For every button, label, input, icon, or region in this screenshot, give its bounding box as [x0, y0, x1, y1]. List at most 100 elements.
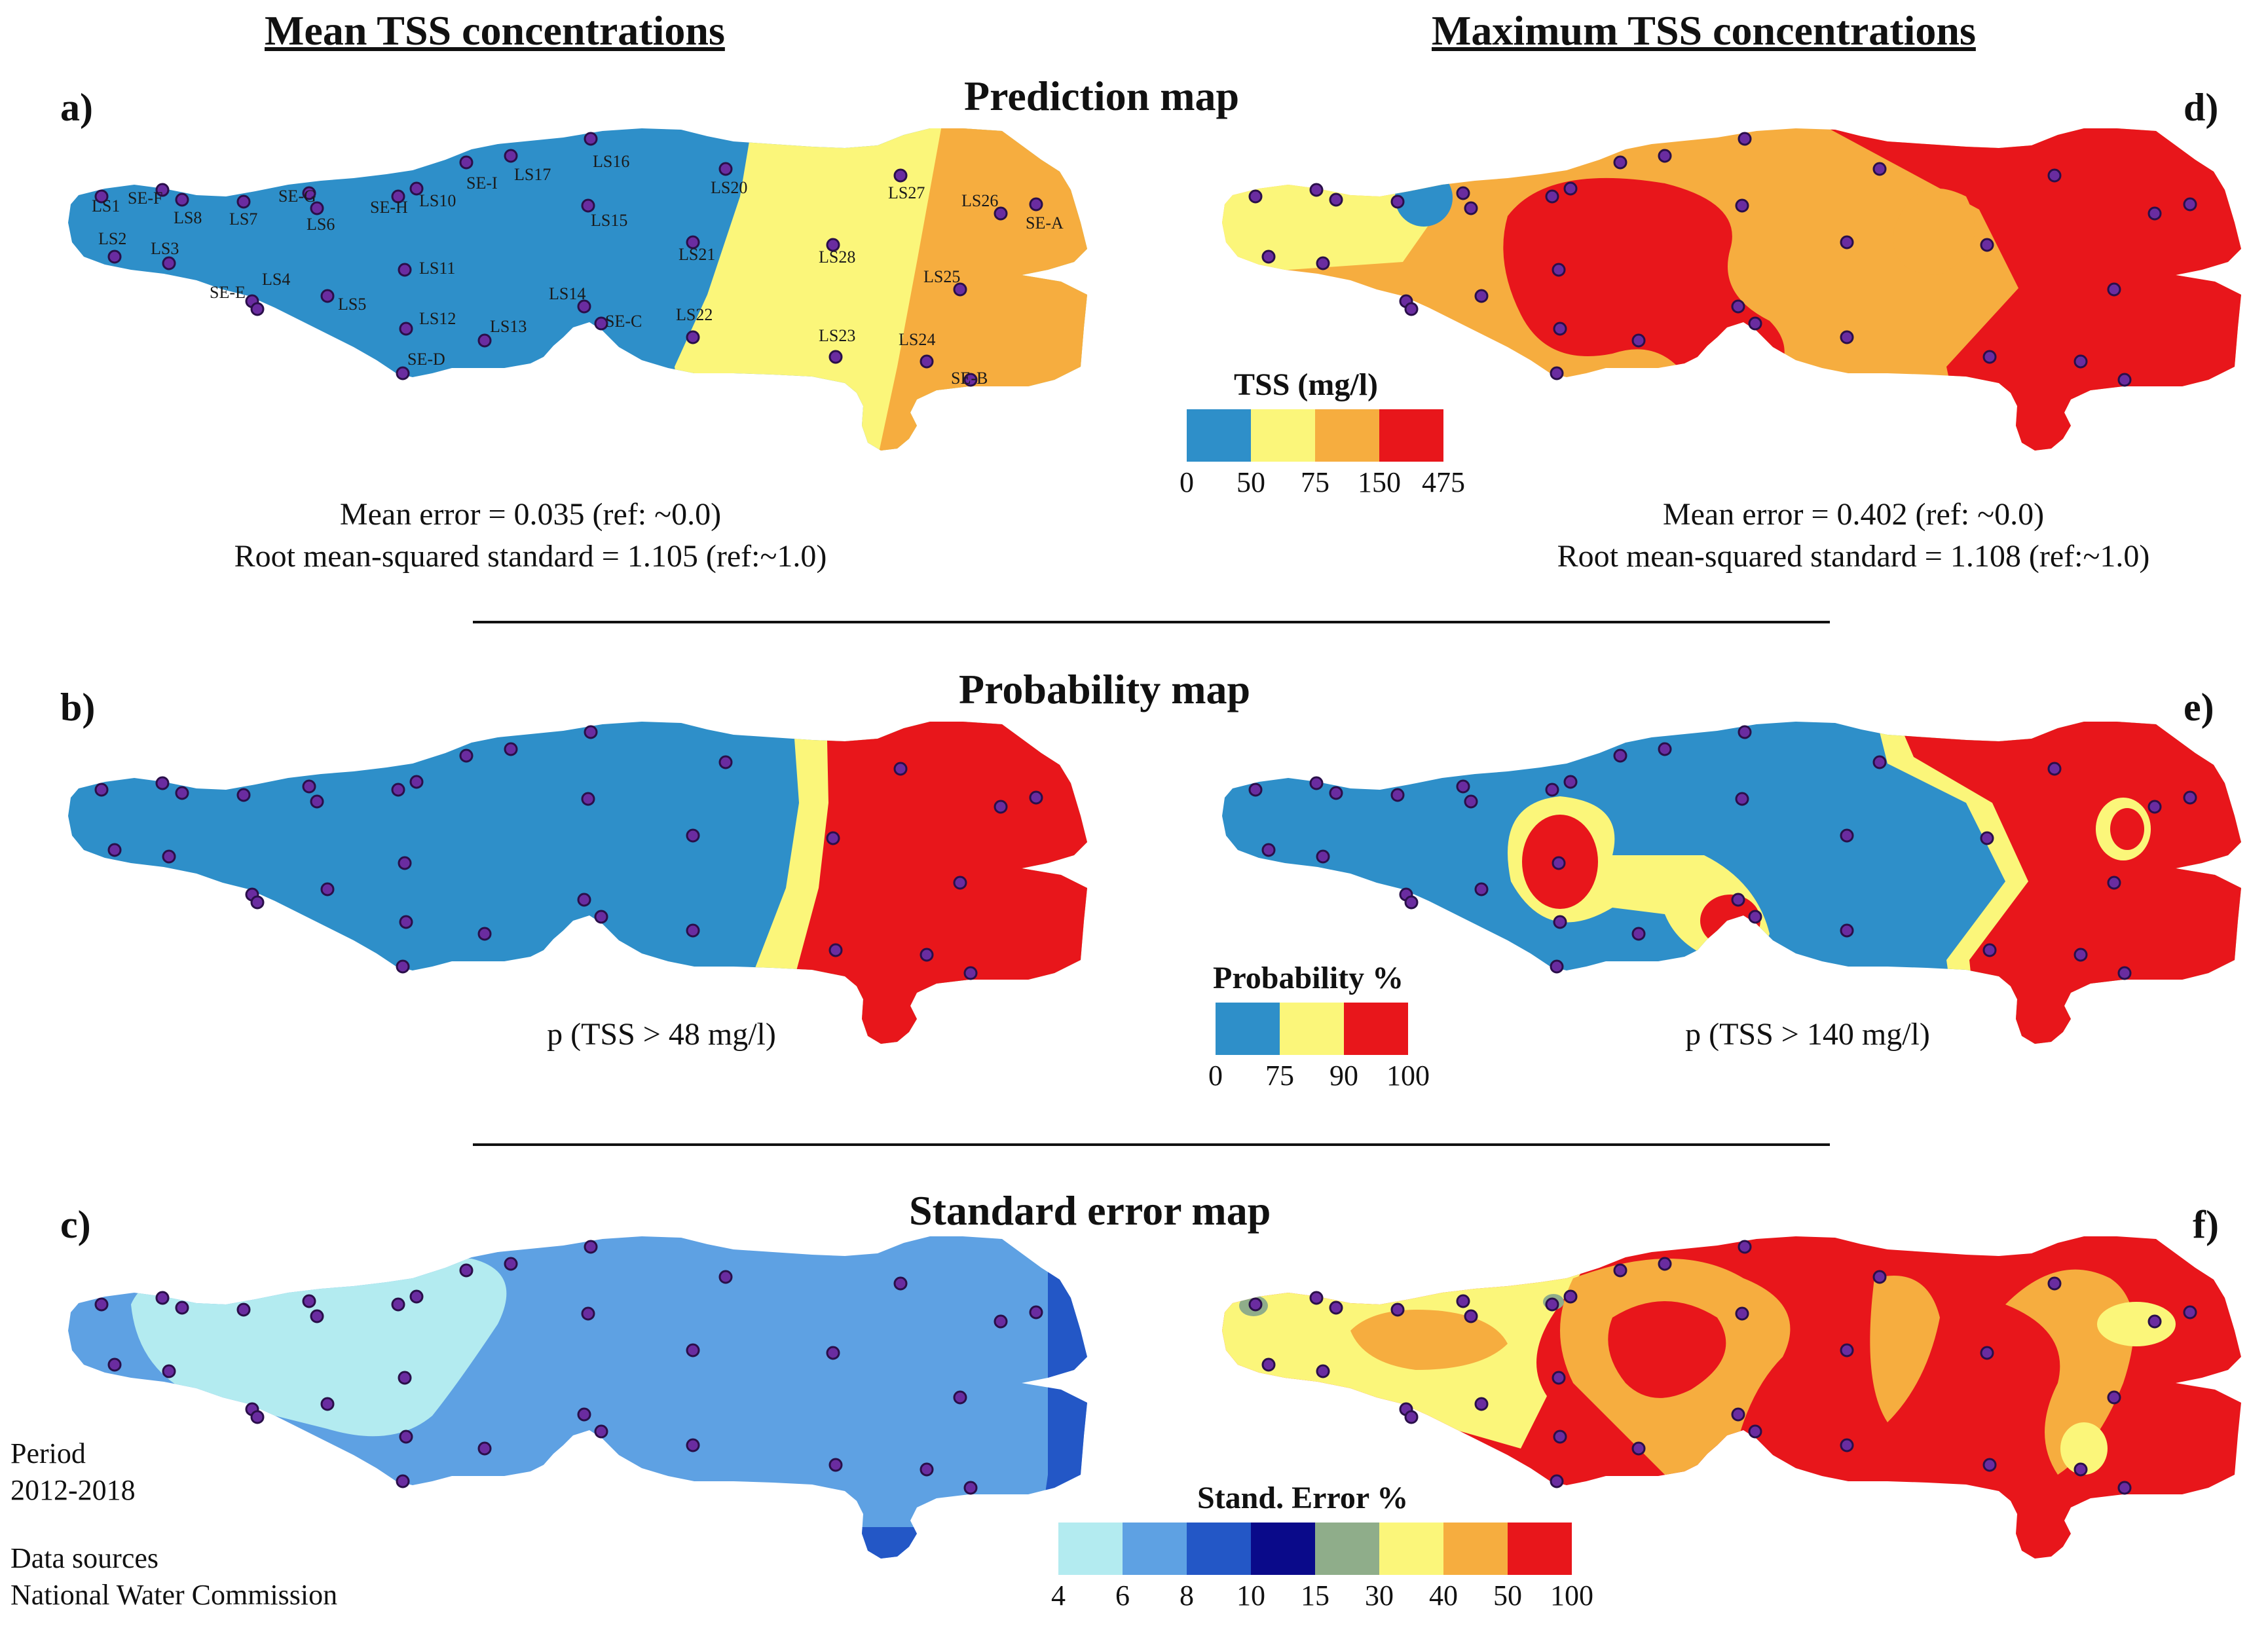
legend-se-bar [1058, 1523, 1572, 1575]
legend-prob-bar [1216, 1003, 1408, 1055]
station-label: SE-I [466, 174, 498, 193]
legend-prob-tick: 100 [1386, 1060, 1430, 1092]
panel-label-e: e) [2184, 686, 2214, 729]
legend-tss-ticks: 0 50 75 150 475 [1180, 462, 1465, 498]
legend-tss-tick: 150 [1358, 466, 1401, 498]
section-probability: Probability map [959, 666, 1251, 712]
prob-caption-e: p (TSS > 140 mg/l) [1685, 1017, 1930, 1052]
legend-se-tick: 100 [1550, 1579, 1593, 1612]
legend-se: Stand. Error % 4 6 8 10 15 30 40 50 100 [1051, 1480, 1593, 1612]
period-label: Period [10, 1437, 86, 1469]
legend-prob-swatch [1344, 1003, 1408, 1055]
sources-label: Data sources [10, 1542, 159, 1574]
legend-prob-tick: 90 [1329, 1060, 1358, 1092]
period-value: 2012-2018 [10, 1474, 136, 1506]
station-label: LS12 [419, 309, 456, 328]
legend-se-tick: 4 [1051, 1579, 1066, 1612]
legend-prob-tick: 75 [1265, 1060, 1294, 1092]
stats-d-mean-error: Mean error = 0.402 (ref: ~0.0) [1662, 497, 2045, 532]
station-label: LS22 [676, 305, 713, 324]
legend-se-ticks: 4 6 8 10 15 30 40 50 100 [1051, 1575, 1593, 1612]
station-label: LS11 [419, 259, 456, 278]
legend-tss-tick: 0 [1180, 466, 1194, 498]
legend-tss-tick: 475 [1422, 466, 1465, 498]
panel-label-f: f) [2193, 1203, 2219, 1246]
legend-se-tick: 8 [1180, 1579, 1194, 1612]
station-label: SE-A [1026, 213, 1064, 232]
footer: Period 2012-2018 Data sources National W… [10, 1435, 337, 1614]
section-stderr: Standard error map [909, 1187, 1271, 1234]
legend-prob-title: Probability % [1213, 961, 1404, 995]
legend-prob-tick: 0 [1208, 1060, 1223, 1092]
station-label: LS7 [229, 210, 258, 229]
station-label: LS5 [338, 295, 367, 314]
panel-label-d: d) [2184, 86, 2219, 129]
legend-se-swatch [1123, 1523, 1187, 1575]
station-label: SE-F [128, 189, 163, 208]
station-label: LS8 [174, 208, 202, 227]
station-label: SE-B [951, 369, 988, 388]
legend-se-tick: 6 [1115, 1579, 1130, 1612]
legend-se-swatch [1187, 1523, 1251, 1575]
station-label: SE-C [605, 312, 642, 331]
station-label: LS20 [711, 178, 748, 197]
legend-se-swatch [1058, 1523, 1123, 1575]
station-label: LS27 [888, 183, 925, 202]
panel-label-b: b) [60, 686, 96, 729]
legend-tss: TSS (mg/l) 0 50 75 150 475 [1180, 367, 1465, 498]
station-label: LS3 [151, 239, 179, 258]
station-label: LS15 [591, 211, 628, 230]
legend-tss-tick: 50 [1236, 466, 1265, 498]
panel-label-c: c) [60, 1203, 91, 1246]
legend-prob-swatch [1280, 1003, 1344, 1055]
legend-prob: Probability % 0 75 90 100 [1208, 960, 1430, 1092]
legend-prob-swatch [1216, 1003, 1280, 1055]
legend-tss-swatch [1315, 409, 1379, 462]
station-label: LS2 [98, 229, 127, 248]
legend-se-swatch [1508, 1523, 1572, 1575]
station-label: LS26 [961, 191, 999, 210]
stats-a-rms: Root mean-squared standard = 1.105 (ref:… [234, 539, 827, 574]
station-label: LS6 [307, 215, 335, 234]
section-prediction: Prediction map [964, 73, 1240, 119]
legend-se-swatch [1251, 1523, 1315, 1575]
legend-se-tick: 15 [1301, 1579, 1329, 1612]
station-label: LS13 [490, 317, 527, 336]
legend-se-tick: 40 [1429, 1579, 1458, 1612]
legend-tss-swatch [1187, 409, 1251, 462]
station-label: LS14 [549, 284, 586, 303]
station-label: LS10 [419, 191, 456, 210]
station-label: LS24 [899, 330, 936, 349]
divider-1 [473, 621, 1830, 623]
station-label: LS16 [593, 152, 630, 171]
legend-tss-bar [1187, 409, 1443, 462]
header-max: Maximum TSS concentrations [1432, 7, 1976, 54]
legend-tss-swatch [1251, 409, 1315, 462]
legend-se-swatch [1443, 1523, 1508, 1575]
station-label: LS25 [923, 267, 961, 286]
station-label: LS4 [262, 270, 291, 289]
legend-se-swatch [1379, 1523, 1443, 1575]
station-label: LS17 [514, 165, 551, 184]
station-label: LS28 [819, 248, 856, 267]
legend-se-title: Stand. Error % [1197, 1481, 1409, 1515]
station-label: SE-D [407, 350, 445, 369]
legend-tss-tick: 75 [1301, 466, 1329, 498]
station-label: LS23 [819, 326, 856, 345]
legend-prob-ticks: 0 75 90 100 [1208, 1055, 1430, 1092]
station-label: LS1 [92, 196, 121, 215]
station-label: SE-H [370, 198, 408, 217]
station-label: SE-G [278, 187, 316, 206]
legend-se-tick: 30 [1365, 1579, 1394, 1612]
stats-a-mean-error: Mean error = 0.035 (ref: ~0.0) [339, 497, 722, 532]
divider-2 [473, 1143, 1830, 1146]
station-label: SE-E [210, 283, 246, 302]
sources-value: National Water Commission [10, 1579, 338, 1611]
prob-caption-b: p (TSS > 48 mg/l) [547, 1017, 776, 1052]
station-label: LS21 [679, 245, 716, 264]
stats-d-rms: Root mean-squared standard = 1.108 (ref:… [1557, 539, 2150, 574]
legend-tss-swatch [1379, 409, 1443, 462]
panel-label-a: a) [60, 86, 93, 129]
